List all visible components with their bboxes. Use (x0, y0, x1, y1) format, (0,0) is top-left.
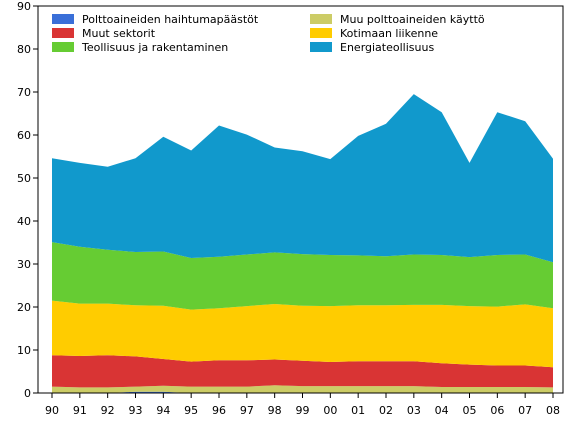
series-area-3 (52, 300, 553, 368)
legend-swatch (52, 14, 74, 24)
y-tick-label: 90 (17, 0, 31, 13)
y-tick-label: 10 (17, 344, 31, 357)
legend-label: Energiateollisuus (340, 41, 434, 54)
y-tick-label: 50 (17, 172, 31, 185)
legend-label: Muut sektorit (82, 27, 156, 40)
y-tick-label: 0 (24, 387, 31, 400)
y-axis: 0 10 20 30 40 50 60 70 80 90 (17, 0, 38, 400)
legend-swatch (52, 42, 74, 52)
series-area-4 (52, 242, 553, 310)
y-tick-label: 20 (17, 301, 31, 314)
x-tick-label: 98 (268, 404, 282, 417)
legend-label: Muu polttoaineiden käyttö (340, 13, 485, 26)
x-tick-label: 99 (296, 404, 310, 417)
y-tick-label: 70 (17, 86, 31, 99)
x-tick-label: 05 (463, 404, 477, 417)
legend-swatch (310, 14, 332, 24)
legend-swatch (310, 28, 332, 38)
legend-swatch (52, 28, 74, 38)
y-tick-label: 40 (17, 215, 31, 228)
series-area-5 (52, 94, 553, 263)
series-area-1 (52, 385, 553, 393)
x-tick-label: 97 (240, 404, 254, 417)
x-tick-label: 02 (379, 404, 393, 417)
x-tick-label: 92 (101, 404, 115, 417)
x-tick-label: 90 (45, 404, 59, 417)
x-axis: 90 91 92 93 94 95 96 97 98 99 00 01 02 03 04 05 06 07 08 (45, 393, 560, 417)
legend-label: Polttoaineiden haihtumapäästöt (82, 13, 259, 26)
legend-label: Kotimaan liikenne (340, 27, 438, 40)
y-tick-label: 30 (17, 258, 31, 271)
x-tick-label: 96 (212, 404, 226, 417)
plot-frame (37, 5, 564, 394)
x-tick-label: 08 (546, 404, 560, 417)
y-tick-label: 80 (17, 43, 31, 56)
legend-swatch (310, 42, 332, 52)
x-tick-label: 03 (407, 404, 421, 417)
x-tick-label: 94 (156, 404, 170, 417)
x-tick-label: 07 (518, 404, 532, 417)
legend-label: Teollisuus ja rakentaminen (81, 41, 228, 54)
x-tick-label: 00 (323, 404, 337, 417)
x-tick-label: 93 (129, 404, 143, 417)
series-area-2 (52, 355, 553, 388)
x-tick-label: 04 (435, 404, 449, 417)
x-tick-label: 91 (73, 404, 87, 417)
x-tick-label: 06 (490, 404, 504, 417)
series-areas (52, 94, 553, 393)
x-tick-label: 95 (184, 404, 198, 417)
y-tick-label: 60 (17, 129, 31, 142)
x-tick-label: 01 (351, 404, 365, 417)
